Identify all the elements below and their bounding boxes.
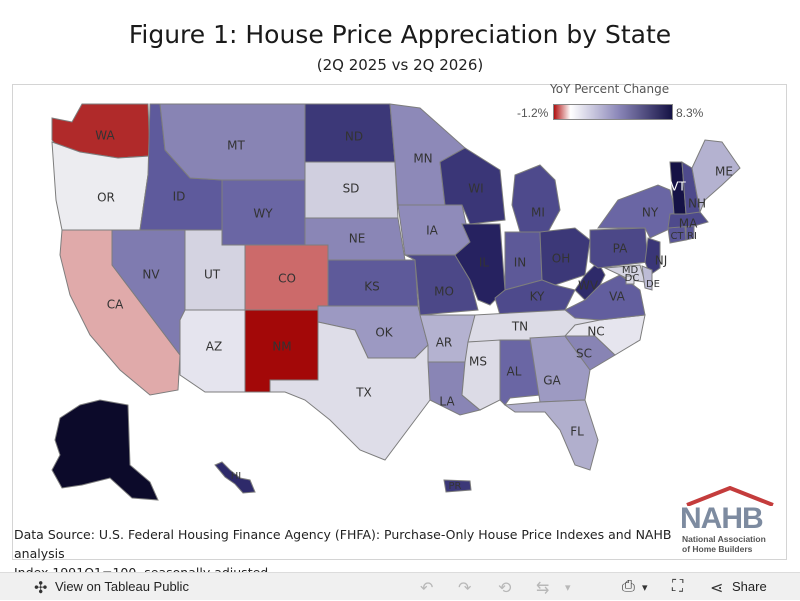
logo-subtitle: National Association of Home Builders	[682, 534, 766, 554]
legend-title: YoY Percent Change	[550, 82, 670, 96]
state-label: KY	[530, 290, 545, 304]
legend-color-scale	[553, 104, 673, 120]
state-label: MN	[413, 152, 432, 166]
state-IL[interactable]	[454, 223, 506, 306]
state-label: CA	[107, 298, 124, 312]
state-DE[interactable]	[641, 265, 653, 291]
state-NC[interactable]	[563, 314, 646, 356]
state-PR[interactable]	[443, 479, 472, 493]
state-label: UT	[204, 268, 221, 282]
share-icon[interactable]: ⋖	[710, 580, 724, 597]
state-label: AL	[507, 365, 522, 379]
legend-max-label: 8.3%	[676, 106, 704, 120]
state-label: DC	[625, 273, 640, 284]
state-label: MI	[531, 206, 545, 220]
state-HI[interactable]	[214, 461, 256, 494]
state-label: AZ	[206, 340, 222, 354]
state-label: RI	[687, 231, 697, 242]
download-icon[interactable]: ⎙	[622, 578, 635, 595]
logo-wordmark: NAHB	[680, 502, 764, 535]
house-roof-icon	[686, 486, 774, 506]
state-label: WV	[578, 279, 599, 293]
state-label: FL	[570, 425, 584, 439]
share-button[interactable]: Share	[732, 579, 767, 594]
state-MD[interactable]	[603, 264, 646, 283]
state-labels: WA OR CA ID MT WY NV UT CO AZ NM ND SD N…	[95, 129, 733, 493]
state-label: VA	[609, 290, 625, 304]
tableau-logo-icon: ✣	[34, 580, 48, 597]
state-label: NC	[587, 325, 604, 339]
state-label: SC	[576, 347, 592, 361]
state-label: PA	[613, 242, 628, 256]
state-label: AR	[436, 336, 453, 350]
state-label: NV	[142, 268, 160, 282]
state-DC[interactable]	[625, 275, 635, 285]
state-MS[interactable]	[461, 339, 501, 411]
state-label: IL	[479, 256, 490, 270]
state-NJ[interactable]	[644, 237, 661, 276]
page-subtitle: (2Q 2025 vs 2Q 2026)	[316, 56, 484, 74]
state-label: ME	[715, 165, 733, 179]
state-label: WY	[253, 207, 273, 221]
logo-subtitle-line-1: National Association	[682, 534, 766, 544]
revert-icon[interactable]: ⟲	[498, 580, 512, 597]
state-label: ID	[173, 190, 186, 204]
state-label: MO	[434, 285, 454, 299]
state-label: ND	[345, 130, 363, 144]
state-label: OR	[97, 191, 115, 205]
state-label: NE	[349, 232, 366, 246]
logo-subtitle-line-2: of Home Builders	[682, 544, 753, 554]
state-MI[interactable]	[511, 164, 561, 233]
state-FL[interactable]	[503, 399, 599, 471]
legend-min-label: -1.2%	[517, 106, 549, 120]
state-label: TX	[355, 386, 372, 400]
refresh-dropdown-icon[interactable]: ▾	[565, 582, 571, 594]
nahb-logo: NAHB National Association of Home Builde…	[680, 486, 780, 556]
state-label: MS	[469, 355, 487, 369]
state-label: VT	[670, 180, 686, 194]
state-label: CO	[278, 272, 296, 286]
us-choropleth-map[interactable]: WA OR CA ID MT WY NV UT CO AZ NM ND SD N…	[12, 84, 787, 560]
state-label: LA	[439, 395, 455, 409]
tableau-toolbar: ✣ View on Tableau Public ↶ ↷ ⟲ ⇆ ▾ ⎙ ▾ ⛶…	[0, 572, 800, 600]
download-dropdown-icon[interactable]: ▾	[642, 582, 648, 594]
state-label: NJ	[655, 254, 668, 268]
state-label: PR	[449, 481, 462, 492]
state-label: OH	[552, 252, 570, 266]
state-label: NM	[272, 340, 291, 354]
state-label: NY	[642, 206, 659, 220]
state-ME[interactable]	[691, 139, 741, 214]
state-label: WA	[95, 129, 115, 143]
state-label: HI	[231, 471, 241, 482]
state-label: WI	[468, 182, 483, 196]
state-GA[interactable]	[529, 335, 591, 403]
state-label: OK	[375, 326, 393, 340]
state-WV[interactable]	[574, 261, 606, 301]
view-on-tableau-link[interactable]: View on Tableau Public	[55, 579, 189, 594]
state-label: CT	[670, 231, 684, 242]
undo-icon[interactable]: ↶	[420, 580, 434, 597]
state-AK[interactable]	[51, 399, 159, 501]
state-WI[interactable]	[439, 147, 506, 225]
state-label: MD	[622, 265, 639, 276]
state-label: KS	[364, 280, 380, 294]
state-label: DE	[646, 279, 660, 290]
redo-icon[interactable]: ↷	[458, 580, 472, 597]
state-label: SD	[343, 182, 360, 196]
source-line-1: Data Source: U.S. Federal Housing Financ…	[14, 527, 672, 561]
state-label: IN	[514, 256, 527, 270]
map-frame	[12, 84, 787, 560]
state-label: NH	[688, 197, 706, 211]
refresh-icon[interactable]: ⇆	[536, 580, 550, 597]
state-label: IA	[426, 224, 439, 238]
state-label: TN	[511, 320, 528, 334]
state-TX[interactable]	[269, 321, 431, 461]
page-title: Figure 1: House Price Appreciation by St…	[128, 20, 672, 49]
state-label: MT	[227, 139, 245, 153]
fullscreen-icon[interactable]: ⛶	[672, 578, 684, 595]
state-label: MA	[679, 217, 698, 231]
state-label: GA	[543, 374, 561, 388]
